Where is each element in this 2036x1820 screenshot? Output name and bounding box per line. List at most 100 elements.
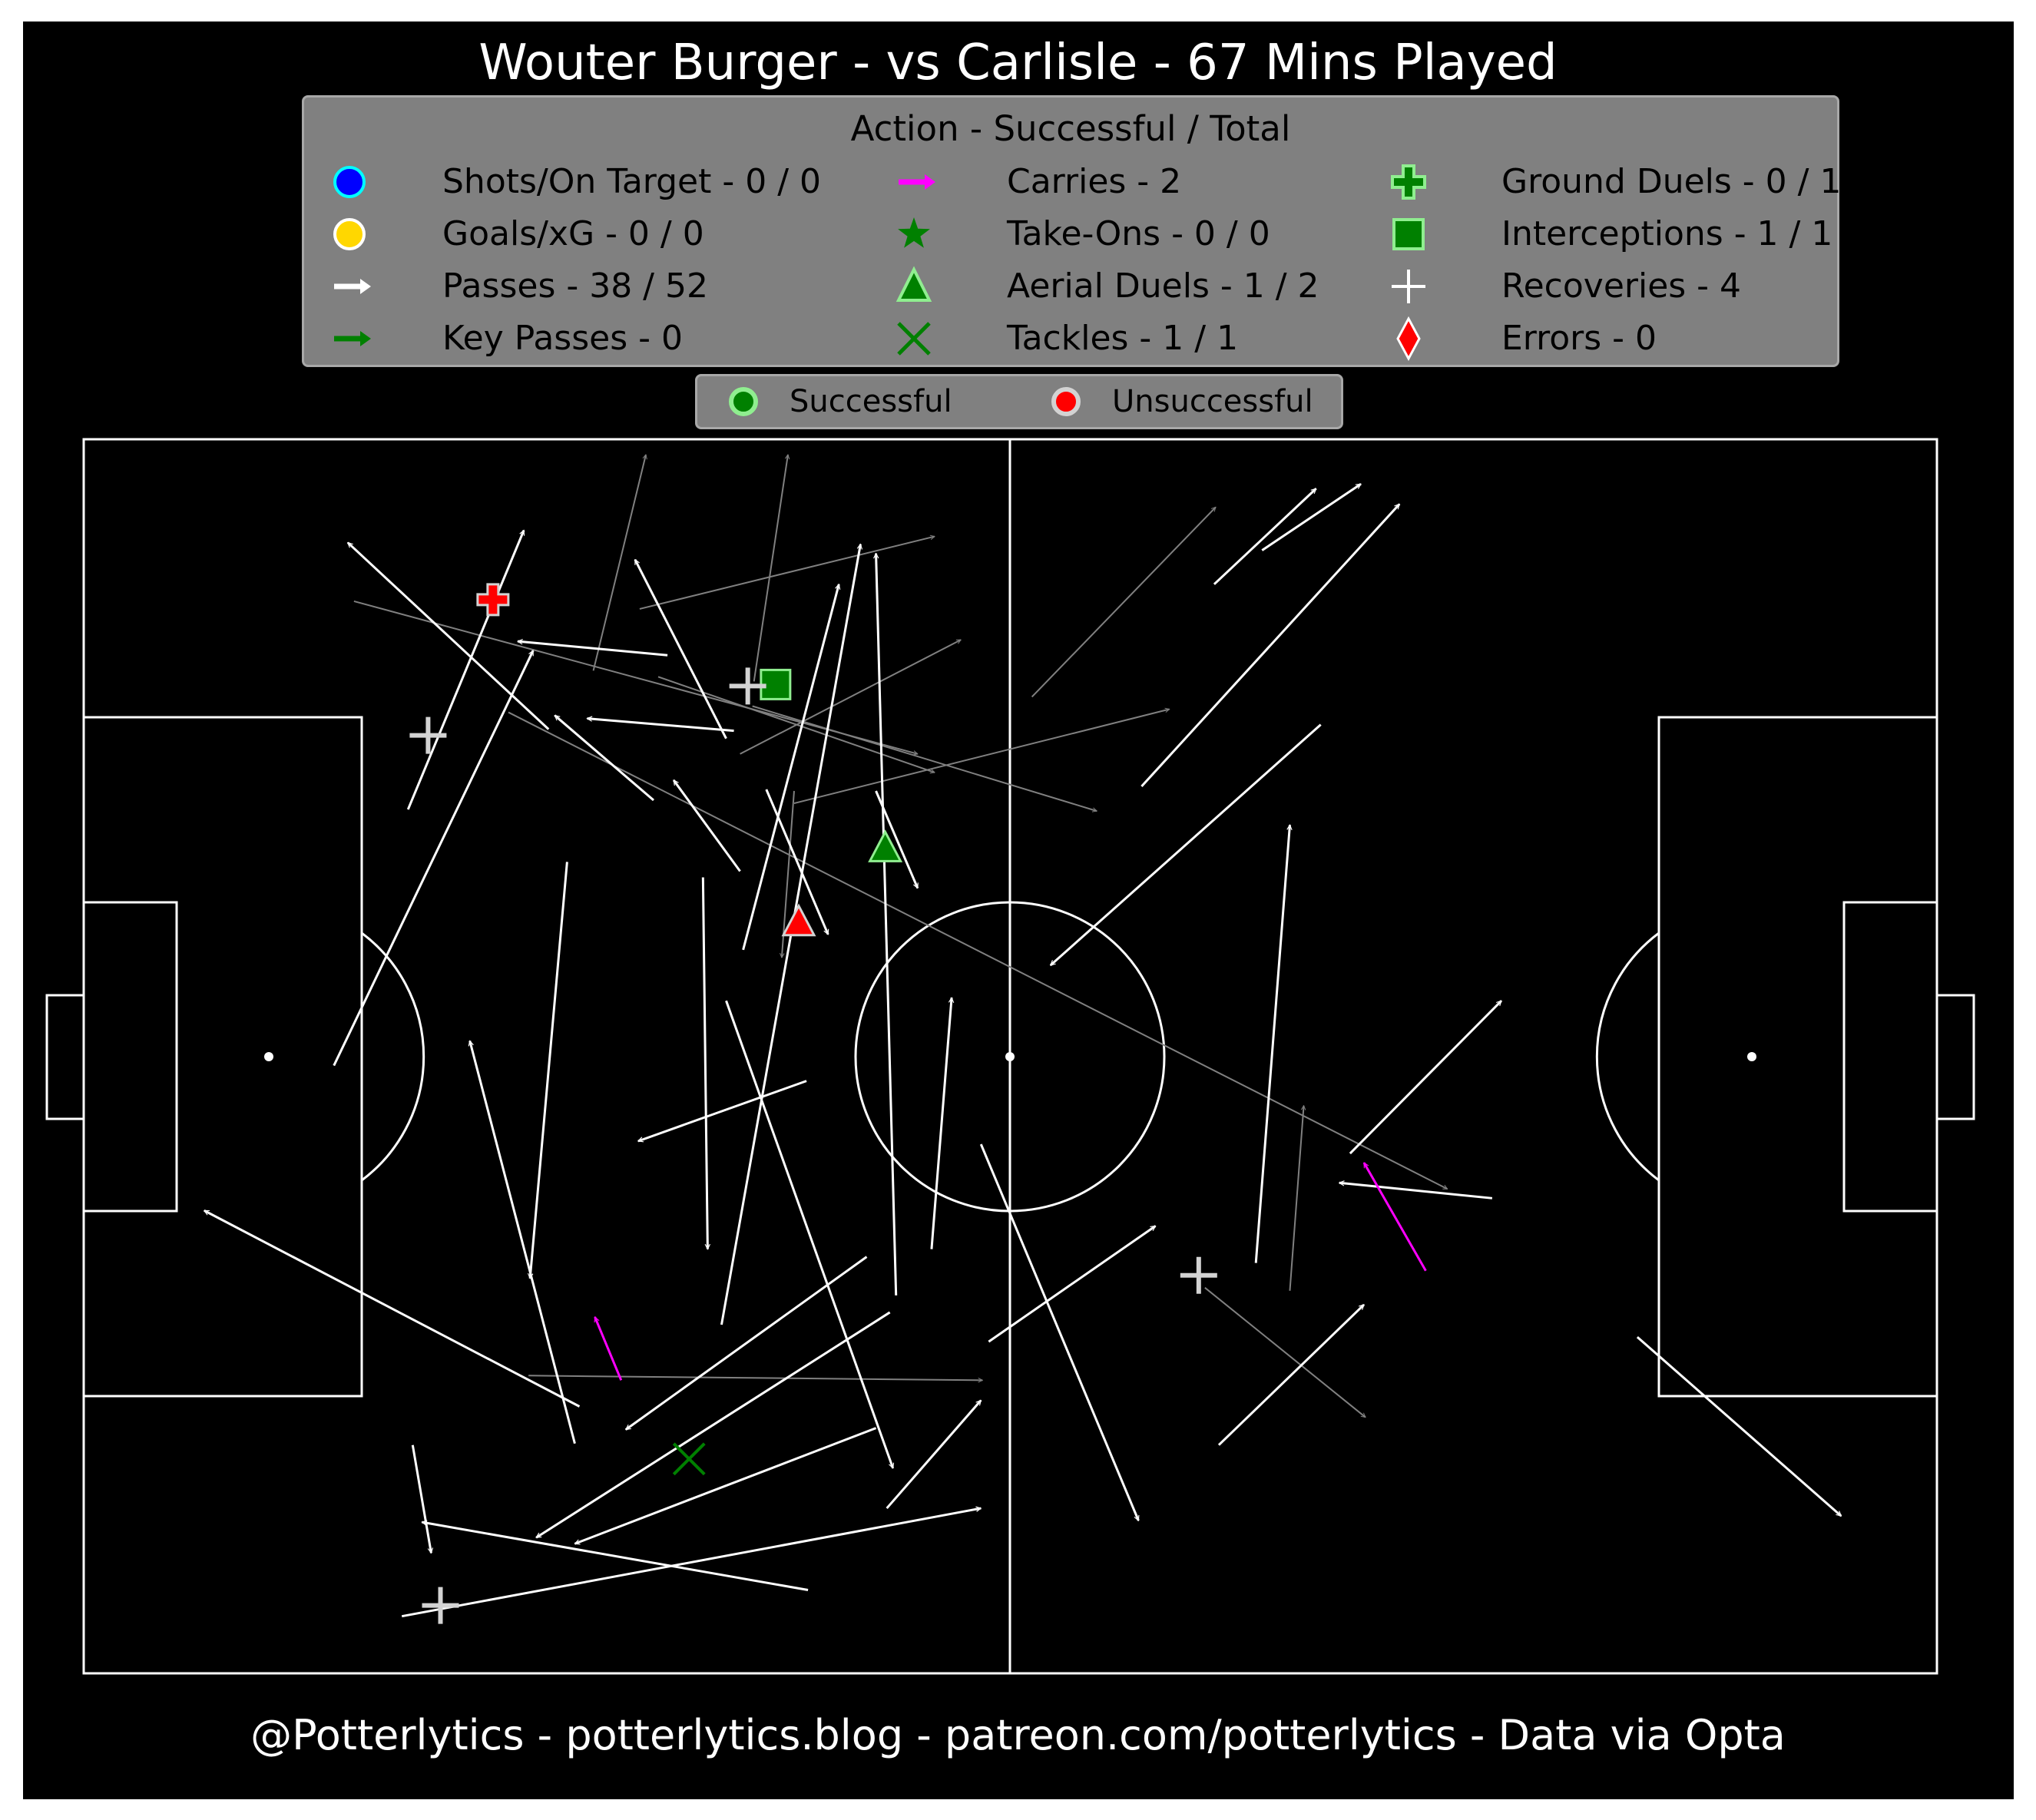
unsuccessful-pass-arrow (1289, 1106, 1303, 1291)
legend-label-goals: Goals/xG - 0 / 0 (442, 214, 704, 253)
unsuccessful-pass-arrow (753, 455, 788, 682)
legend-item-tackles: Tackles - 1 / 1 (896, 316, 1387, 362)
successful-pass-arrow (1636, 1335, 1842, 1517)
successful-pass-arrow (1140, 503, 1401, 787)
pitch-markings (45, 438, 1975, 1675)
star-green-icon (898, 217, 930, 248)
arrow-green-icon (334, 331, 371, 346)
successful-pass-arrow (1254, 825, 1289, 1263)
footer-credits: @Potterlytics - potterlytics.blog - patr… (250, 1711, 1786, 1759)
successful-pass-arrow (876, 554, 898, 1296)
unsuccessful-pass-arrow (740, 639, 962, 755)
legend-label-errors: Errors - 0 (1501, 319, 1657, 358)
unsuccessful-pass-arrow (782, 790, 795, 958)
unsuccessful-pass-arrow (752, 705, 1097, 812)
unsuccessful-passes (353, 455, 1448, 1418)
successful-pass-arrow (634, 560, 727, 740)
unsuccessful-pass-arrow (508, 711, 1448, 1190)
arrow-white-icon (334, 279, 371, 294)
recovery-marker (409, 716, 447, 754)
legend-title: Action - Successful / Total (850, 108, 1291, 149)
unsuccessful-pass-arrow (592, 455, 646, 671)
outcome-legend: Successful Unsuccessful (695, 374, 1343, 429)
event-markers (409, 583, 1217, 1624)
plus-green-icon (1391, 164, 1426, 200)
unsuccessful-pass-arrow (657, 676, 935, 773)
successful-pass-arrow (638, 1080, 807, 1141)
unsuccessful-pass-arrow (1031, 507, 1216, 698)
successful-passes (204, 483, 1842, 1618)
diamond-red-icon (1396, 316, 1421, 362)
legend-label-take-ons: Take-Ons - 0 / 0 (1007, 214, 1270, 253)
outcome-label-unsuccessful: Unsuccessful (1112, 384, 1313, 419)
circle-green-icon (729, 387, 758, 416)
successful-pass-arrow (1049, 723, 1322, 967)
successful-pass-arrow (554, 714, 654, 802)
left-six-yard-box (82, 901, 178, 1213)
legend-label-carries: Carries - 2 (1007, 162, 1182, 201)
successful-pass-arrow (422, 1522, 809, 1592)
successful-pass-arrow (1261, 483, 1361, 551)
centre-spot (1005, 1052, 1015, 1061)
legend-item-errors: Errors - 0 (1390, 316, 1882, 362)
successful-pass-arrow (406, 531, 525, 810)
successful-pass-arrow (701, 877, 707, 1249)
successful-pass-arrow (988, 1225, 1155, 1343)
outcome-label-successful: Successful (790, 384, 952, 419)
successful-pass-arrow (536, 1311, 891, 1539)
circle-blue-icon (333, 166, 366, 198)
left-goal (45, 994, 85, 1120)
legend-item-goals: Goals/xG - 0 / 0 (331, 211, 823, 257)
legend-item-key-passes: Key Passes - 0 (331, 316, 823, 362)
successful-pass-arrow (470, 1041, 576, 1444)
legend-label-ground-duels: Ground Duels - 0 / 1 (1501, 162, 1842, 201)
tackle-marker (672, 1442, 706, 1476)
circle-gold-icon (333, 218, 366, 250)
unsuccessful-pass-arrow (528, 1375, 982, 1380)
legend-label-aerial-duels: Aerial Duels - 1 / 2 (1007, 266, 1319, 306)
unsuccessful-pass-arrow (639, 537, 935, 610)
unsuccessful-pass-arrow (793, 710, 1170, 805)
triangle-green-icon (896, 266, 932, 302)
legend-item-recoveries: Recoveries - 4 (1390, 263, 1882, 309)
legend-item-interceptions: Interceptions - 1 / 1 (1390, 211, 1882, 257)
recovery-marker (729, 667, 766, 705)
action-legend: Action - Successful / Total Shots/On Tar… (302, 95, 1841, 367)
right-goal (1935, 994, 1975, 1120)
legend-label-interceptions: Interceptions - 1 / 1 (1501, 214, 1833, 253)
successful-pass-arrow (401, 1508, 981, 1618)
legend-item-shots: Shots/On Target - 0 / 0 (331, 159, 823, 205)
x-green-icon (897, 322, 931, 356)
legend-label-recoveries: Recoveries - 4 (1501, 266, 1742, 306)
successful-pass-arrow (346, 541, 550, 730)
legend-item-ground-duels: Ground Duels - 0 / 1 (1390, 159, 1882, 205)
right-six-yard-box (1842, 901, 1938, 1213)
successful-pass-arrow (1217, 1303, 1366, 1446)
right-penalty-arc (1595, 932, 1660, 1182)
circle-red-icon (1051, 387, 1081, 416)
ground-duel-marker (476, 583, 510, 617)
left-penalty-spot (264, 1052, 273, 1061)
successful-pass-arrow (1213, 488, 1317, 585)
successful-pass-arrow (886, 1399, 982, 1510)
left-penalty-arc (361, 932, 425, 1182)
legend-item-aerial-duels: Aerial Duels - 1 / 2 (896, 263, 1387, 309)
legend-item-carries: Carries - 2 (896, 159, 1387, 205)
recovery-marker (1180, 1256, 1217, 1294)
chart-title: Wouter Burger - vs Carlisle - 67 Mins Pl… (478, 35, 1558, 91)
successful-pass-arrow (1349, 1000, 1503, 1155)
right-penalty-spot (1747, 1052, 1756, 1061)
legend-item-take-ons: Take-Ons - 0 / 0 (896, 211, 1387, 257)
successful-pass-arrow (518, 641, 668, 657)
legend-label-key-passes: Key Passes - 0 (442, 319, 683, 358)
legend-label-tackles: Tackles - 1 / 1 (1007, 319, 1239, 358)
recovery-marker (422, 1587, 459, 1624)
left-penalty-area (82, 716, 363, 1398)
successful-pass-arrow (411, 1444, 431, 1554)
successful-pass-arrow (626, 1256, 868, 1431)
carry-arrow (1362, 1163, 1427, 1272)
legend-label-passes: Passes - 38 / 52 (442, 266, 708, 306)
successful-pass-arrow (1339, 1183, 1493, 1200)
successful-pass-arrow (725, 1000, 893, 1468)
